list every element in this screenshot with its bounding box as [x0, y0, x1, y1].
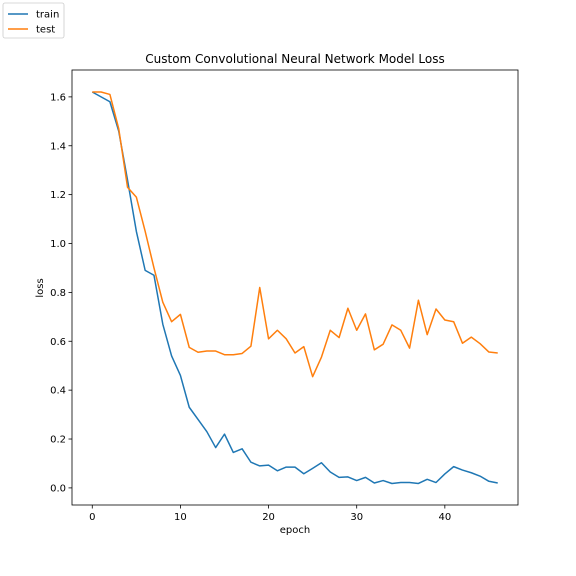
x-axis-label: epoch — [280, 525, 310, 536]
x-tick-label: 10 — [174, 512, 187, 523]
x-tick-label: 0 — [89, 512, 95, 523]
x-axis: 0 10 20 30 40 — [89, 505, 451, 523]
y-tick-label: 1.4 — [50, 141, 66, 152]
x-tick-label: 20 — [262, 512, 275, 523]
x-tick-label: 30 — [350, 512, 363, 523]
y-tick-label: 0.6 — [50, 337, 66, 348]
y-tick-label: 0.4 — [50, 386, 66, 397]
chart-title: Custom Convolutional Neural Network Mode… — [145, 52, 444, 66]
y-tick-label: 0.8 — [50, 288, 66, 299]
plot-area — [91, 91, 498, 485]
y-tick-label: 0.2 — [50, 435, 66, 446]
y-tick-label: 1.0 — [50, 239, 66, 250]
y-axis: 0.0 0.2 0.4 0.6 0.8 1.0 1.2 1.4 1.6 — [50, 92, 72, 494]
x-tick-label: 40 — [438, 512, 451, 523]
y-axis-label: loss — [35, 278, 46, 297]
series-line-test — [92, 91, 498, 378]
legend-label-train: train — [36, 10, 59, 21]
series-line-train — [91, 91, 498, 485]
y-tick-label: 0.0 — [50, 483, 66, 494]
legend: train test — [2, 2, 65, 39]
legend-label-test: test — [36, 25, 55, 36]
y-tick-label: 1.2 — [50, 190, 66, 201]
plot-frame — [71, 69, 519, 506]
y-tick-label: 1.6 — [50, 92, 66, 103]
